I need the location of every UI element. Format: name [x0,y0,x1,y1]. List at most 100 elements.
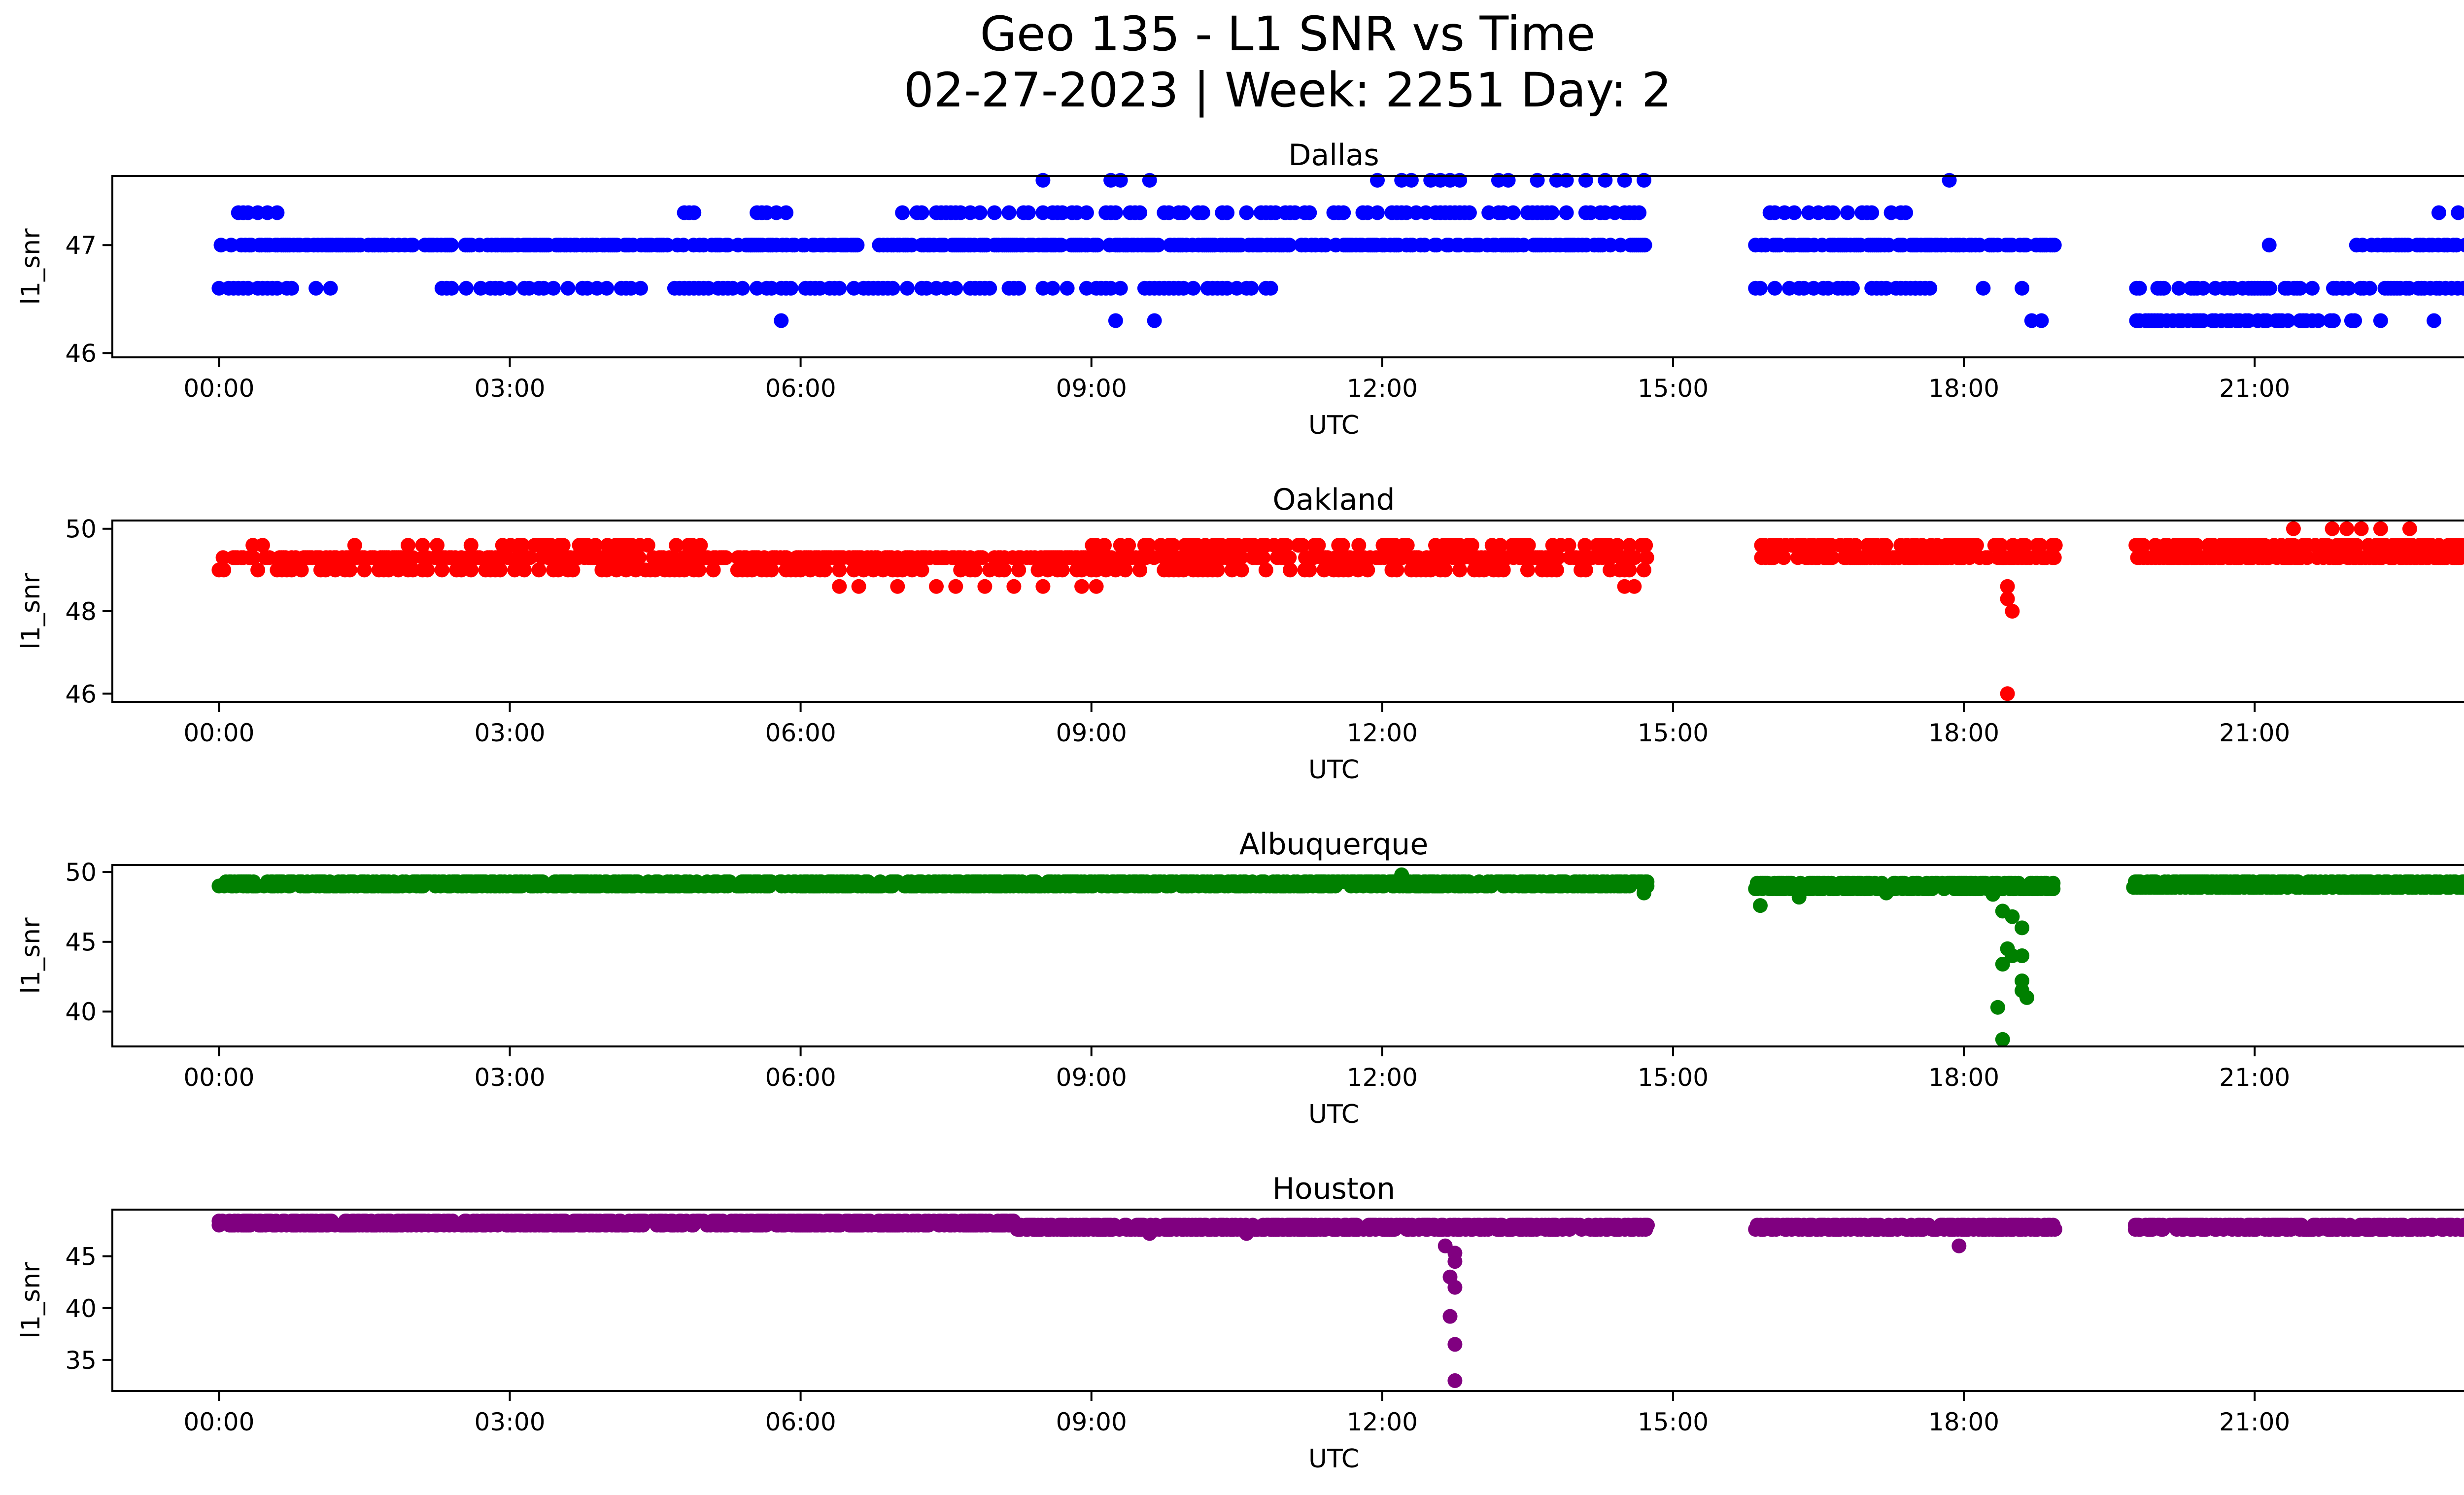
data-point [1336,205,1351,220]
data-point [1278,538,1294,553]
data-point [2261,238,2277,253]
data-point [1637,238,1652,253]
data-point [1074,579,1090,594]
data-point [1825,205,1841,220]
data-point [2189,538,2204,553]
data-point [2462,876,2464,887]
data-point [1011,280,1027,296]
data-point [1151,238,1165,253]
dallas-x-tick-label: 00:00 [183,374,254,403]
houston-axes-frame [111,1209,2464,1392]
data-point [890,579,905,594]
data-point [2136,538,2151,553]
data-point [1234,562,1249,578]
data-point [1848,538,1863,553]
dallas-x-tick-label: 12:00 [1347,374,1418,403]
data-point [1146,550,1162,565]
data-point [1035,579,1051,594]
data-point [2461,552,2464,563]
albuquerque-x-tick-label: 18:00 [1928,1063,1999,1092]
houston-y-tick-label: 45 [65,1243,97,1271]
data-point [546,280,561,296]
data-point [2354,521,2369,536]
data-point [1335,538,1350,553]
data-point [2005,909,2020,924]
oakland-x-tick-label: 03:00 [474,719,545,747]
data-point [1640,1217,1655,1233]
data-point [502,280,517,296]
data-point [1639,550,1654,565]
data-point [1389,562,1404,578]
data-point [2456,280,2464,296]
data-point [987,205,1002,220]
data-point [2311,313,2326,328]
data-point [1256,550,1271,565]
houston-x-tick-label: 21:00 [2219,1408,2290,1436]
data-point [1089,579,1104,594]
data-point [246,550,261,565]
data-point [1638,538,1653,553]
data-point [492,562,508,578]
data-point [420,562,435,578]
data-point [2349,538,2364,553]
houston-x-tick-label: 09:00 [1056,1408,1127,1436]
data-point [676,238,691,253]
oakland-y-tick-label: 50 [65,515,97,544]
data-point [1394,867,1409,882]
oakland-x-tick-label: 06:00 [765,719,836,747]
data-point [1840,205,1855,220]
data-point [531,562,547,578]
data-point [948,280,963,296]
data-point [255,538,270,553]
data-point [1263,280,1278,296]
data-point [2293,280,2308,296]
data-point [500,550,515,565]
data-point [832,562,847,578]
data-point [2195,280,2211,296]
data-point [2015,948,2030,963]
data-point [2047,1222,2062,1237]
data-point [1233,550,1248,565]
data-point [693,538,708,553]
data-point [2373,521,2388,536]
data-point [2019,990,2034,1005]
data-point [1520,562,1535,578]
data-point [1360,562,1375,578]
albuquerque-x-label: UTC [1308,1100,1359,1129]
data-point [1990,1000,2005,1015]
data-point [1239,205,1254,220]
data-point [1791,890,1807,905]
data-point [1318,238,1334,253]
data-point [1995,957,2010,972]
data-point [294,562,309,578]
data-point [1132,205,1148,220]
data-point [1609,538,1625,553]
data-point [1493,538,1508,553]
data-point [555,538,571,553]
houston-x-label: UTC [1308,1444,1359,1474]
data-point [1282,238,1297,253]
data-point [914,562,929,578]
data-point [1627,579,1642,594]
data-point [1429,238,1444,253]
dallas-axes-frame [111,175,2464,358]
data-point [975,550,990,565]
albuquerque-y-tick-label: 50 [65,858,97,887]
data-point [706,562,721,578]
data-point [2402,521,2417,536]
oakland-y-tick-label: 48 [65,597,97,626]
data-point [1054,238,1069,253]
data-point [1969,538,1984,553]
data-point [2347,313,2362,328]
data-point [817,562,832,578]
data-point [2262,280,2277,296]
data-point [2451,205,2464,220]
albuquerque-y-label: l1_snr [16,917,46,994]
data-point [1097,538,1112,553]
data-point [895,205,910,220]
data-point [250,562,266,578]
data-point [1627,550,1643,565]
